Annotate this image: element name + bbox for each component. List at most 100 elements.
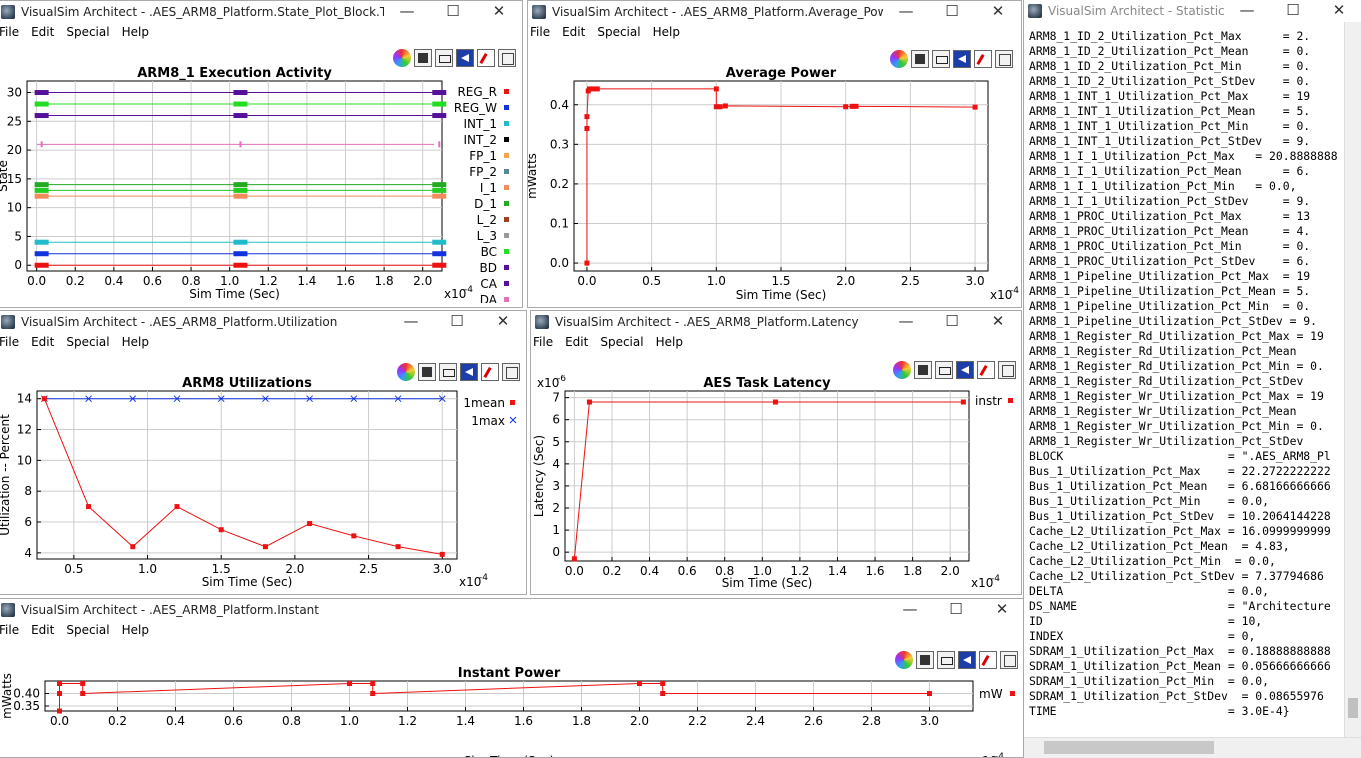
reset-axes-icon[interactable] (956, 361, 974, 379)
menu-special[interactable]: Special (66, 335, 110, 349)
minimize-button[interactable]: — (902, 600, 918, 618)
zoom-fit-icon[interactable] (995, 50, 1013, 68)
state-mark-reg_w (432, 251, 447, 257)
minimize-button[interactable]: — (399, 2, 415, 20)
y-tick-label: 25 (7, 114, 22, 128)
minimize-button[interactable]: — (898, 312, 914, 330)
menu-edit[interactable]: Edit (31, 623, 55, 637)
menu-file[interactable]: File (0, 623, 20, 637)
menu-help[interactable]: Help (121, 335, 149, 349)
menu-file[interactable]: File (0, 335, 20, 349)
color-icon[interactable] (895, 651, 913, 669)
maximize-button[interactable]: ☐ (949, 600, 963, 618)
close-button[interactable]: ✕ (496, 312, 510, 330)
menu-file[interactable]: File (533, 335, 554, 349)
maximize-button[interactable]: ☐ (450, 312, 464, 330)
print-icon[interactable] (932, 50, 950, 68)
maximize-button[interactable]: ☐ (1286, 1, 1300, 19)
state-mark-bc (233, 101, 248, 107)
reset-axes-icon[interactable] (456, 49, 474, 67)
save-icon[interactable] (916, 651, 934, 669)
minimize-button[interactable]: — (1239, 1, 1255, 19)
instant-power-point (57, 708, 62, 714)
zoom-fit-icon[interactable] (998, 361, 1016, 379)
minimize-button[interactable]: — (898, 2, 914, 20)
instant-titlebar[interactable]: VisualSim Architect - .AES_ARM8_Platform… (0, 599, 1025, 621)
menu-help[interactable]: Help (121, 25, 149, 39)
maximize-button[interactable]: ☐ (945, 312, 959, 330)
save-icon[interactable] (414, 49, 432, 67)
zoom-fit-icon[interactable] (498, 49, 516, 67)
save-icon[interactable] (911, 50, 929, 68)
x-scale-label: x10 (444, 287, 466, 301)
menu-special[interactable]: Special (66, 623, 110, 637)
menu-special[interactable]: Special (600, 335, 644, 349)
scroll-thumb[interactable] (1348, 698, 1358, 718)
avg-power-titlebar[interactable]: VisualSim Architect - .AES_ARM8_Platform… (528, 1, 1021, 23)
vertical-scrollbar[interactable] (1344, 22, 1361, 737)
fill-icon[interactable] (974, 50, 992, 68)
menu-special[interactable]: Special (66, 25, 110, 39)
menu-edit[interactable]: Edit (562, 25, 586, 39)
stat-line: ARM8_1_ID_2_Utilization_Pct_StDev = 0. (1029, 74, 1311, 88)
close-button[interactable]: ✕ (991, 2, 1005, 20)
y-tick-label: 12 (17, 423, 32, 437)
color-icon[interactable] (890, 50, 908, 68)
close-button[interactable]: ✕ (1332, 1, 1346, 19)
print-icon[interactable] (935, 361, 953, 379)
x-tick-label: 1.8 (572, 714, 591, 728)
x-tick-label: 0.0 (577, 274, 596, 288)
zoom-fit-icon[interactable] (502, 363, 520, 381)
color-icon[interactable] (893, 361, 911, 379)
menu-help[interactable]: Help (652, 25, 680, 39)
x-tick-label: 2.5 (359, 562, 378, 576)
fill-icon[interactable] (979, 651, 997, 669)
menu-help[interactable]: Help (655, 335, 683, 349)
scroll-thumb[interactable] (1044, 741, 1214, 754)
y-tick-label: 0 (552, 545, 560, 559)
avg-power-point (584, 114, 590, 120)
menu-edit[interactable]: Edit (31, 25, 55, 39)
util-mean-point (218, 527, 224, 533)
x-tick-label: 0.4 (166, 714, 185, 728)
fill-icon[interactable] (481, 363, 499, 381)
horizontal-scrollbar[interactable] (1024, 737, 1361, 758)
fill-icon[interactable] (977, 361, 995, 379)
maximize-button[interactable]: ☐ (945, 2, 959, 20)
print-icon[interactable] (435, 49, 453, 67)
close-button[interactable]: ✕ (991, 312, 1005, 330)
y-tick-label: 14 (17, 392, 32, 406)
menu-special[interactable]: Special (597, 25, 641, 39)
latency-titlebar[interactable]: VisualSim Architect - .AES_ARM8_Platform… (531, 311, 1021, 333)
execution-titlebar[interactable]: VisualSim Architect - .AES_ARM8_Platform… (0, 1, 522, 23)
statistics-window: VisualSim Architect - Statistic... — ☐ ✕… (1023, 0, 1361, 758)
menu-file[interactable]: File (0, 25, 20, 39)
menu-file[interactable]: File (530, 25, 551, 39)
fill-icon[interactable] (477, 49, 495, 67)
menu-help[interactable]: Help (121, 623, 149, 637)
zoom-fit-icon[interactable] (1000, 651, 1018, 669)
minimize-button[interactable]: — (403, 312, 419, 330)
save-icon[interactable] (418, 363, 436, 381)
menu-edit[interactable]: Edit (31, 335, 55, 349)
instant-power-point (57, 691, 62, 696)
x-tick-label: 2.8 (862, 714, 881, 728)
close-button[interactable]: ✕ (492, 2, 506, 20)
reset-axes-icon[interactable] (460, 363, 478, 381)
reset-axes-icon[interactable] (958, 651, 976, 669)
x-tick-label: 1.2 (259, 274, 278, 288)
instant-chart: Instant Power 0.0 0.2 0.4 0.6 0.8 1.0 1.2 1.4 1.6… (0, 666, 1015, 757)
print-icon[interactable] (937, 651, 955, 669)
statistics-titlebar[interactable]: VisualSim Architect - Statistic... — ☐ ✕ (1024, 0, 1361, 22)
print-icon[interactable] (439, 363, 457, 381)
stat-line: SDRAM_1_Utilization_Pct_StDev = 0.086559… (1029, 689, 1324, 703)
close-button[interactable]: ✕ (995, 600, 1009, 618)
reset-axes-icon[interactable] (953, 50, 971, 68)
x-tick-label: 0.6 (143, 274, 162, 288)
save-icon[interactable] (914, 361, 932, 379)
maximize-button[interactable]: ☐ (446, 2, 460, 20)
utilization-titlebar[interactable]: VisualSim Architect - .AES_ARM8_Platform… (0, 311, 526, 333)
color-icon[interactable] (397, 363, 415, 381)
menu-edit[interactable]: Edit (565, 335, 589, 349)
color-icon[interactable] (393, 49, 411, 67)
